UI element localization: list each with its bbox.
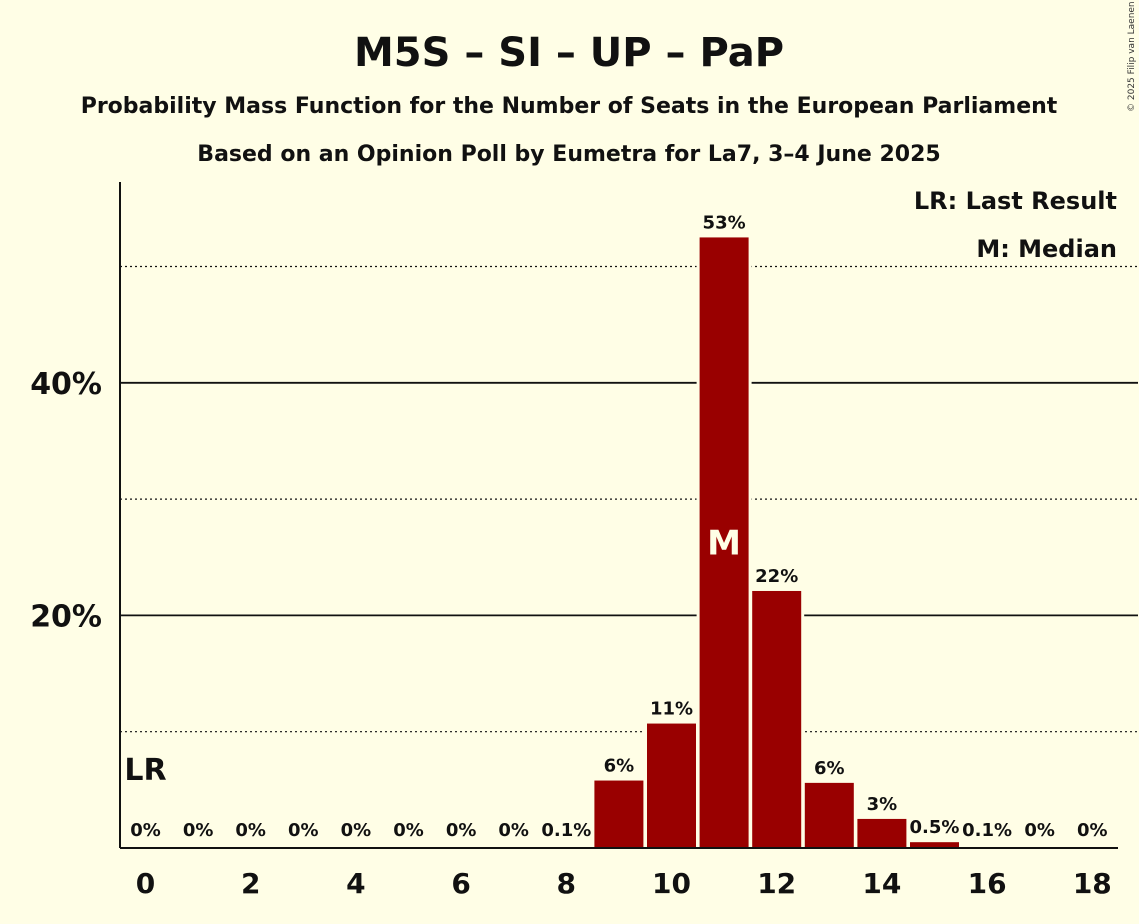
- median-marker: M: [707, 524, 741, 564]
- data-label-seat-10: 11%: [650, 699, 693, 720]
- axes: 20% 40% 0 2 4 6 8 10 12 14 16 18: [30, 182, 1118, 900]
- x-tick-label: 6: [451, 867, 470, 900]
- data-label-seat-16: 0.1%: [962, 820, 1012, 841]
- bar-seat-14: [857, 818, 907, 848]
- x-tick-label: 18: [1073, 867, 1112, 900]
- data-labels: 0% 0% 0% 0% 0% 0% 0% 0% 0.1%6%11%53%22%6%3%0.5% 0…: [124, 212, 1107, 841]
- data-label-seat-4: 0%: [341, 820, 372, 841]
- y-tick-label: 40%: [30, 367, 102, 402]
- data-label-seat-2: 0%: [235, 820, 266, 841]
- data-label-seat-12: 22%: [755, 566, 798, 587]
- bar-seat-9: [594, 780, 644, 848]
- last-result-marker: LR: [124, 753, 166, 788]
- data-label-seat-9: 6%: [604, 756, 635, 777]
- data-label-seat-11: 53%: [703, 212, 746, 233]
- x-tick-label: 8: [557, 867, 576, 900]
- data-label-seat-14: 3%: [867, 794, 898, 815]
- bar-seat-10: [647, 723, 696, 848]
- bars: [591, 234, 962, 849]
- data-label-seat-15: 0.5%: [910, 817, 960, 838]
- gridlines: [120, 265, 1138, 733]
- bar-seat-12: [752, 590, 802, 848]
- data-label-seat-0: 0%: [130, 820, 161, 841]
- data-label-seat-8: 0.1%: [541, 820, 591, 841]
- data-label-seat-13: 6%: [814, 758, 845, 779]
- chart-subtitle-1: Probability Mass Function for the Number…: [81, 94, 1058, 119]
- x-tick-label: 0: [136, 867, 155, 900]
- data-label-seat-6: 0%: [446, 820, 477, 841]
- data-label-seat-1: 0%: [183, 820, 214, 841]
- x-tick-label: 12: [757, 867, 796, 900]
- data-label-seat-17: 0%: [1024, 820, 1055, 841]
- x-tick-label: 16: [968, 867, 1007, 900]
- legend-median: M: Median: [976, 235, 1117, 263]
- data-label-seat-18: 0%: [1077, 820, 1108, 841]
- legend-last-result: LR: Last Result: [914, 187, 1117, 215]
- x-tick-label: 4: [346, 867, 365, 900]
- copyright-note: © 2025 Filip van Laenen: [1127, 1, 1137, 112]
- bar-seat-11: [699, 237, 749, 849]
- chart-title: M5S – SI – UP – PaP: [354, 30, 784, 76]
- data-label-seat-5: 0%: [393, 820, 424, 841]
- bar-seat-15: [910, 842, 959, 848]
- x-tick-label: 14: [862, 867, 901, 900]
- y-tick-label: 20%: [30, 599, 102, 634]
- x-tick-label: 2: [241, 867, 260, 900]
- chart-subtitle-2: Based on an Opinion Poll by Eumetra for …: [197, 142, 940, 167]
- data-label-seat-7: 0%: [498, 820, 529, 841]
- data-label-seat-3: 0%: [288, 820, 319, 841]
- x-tick-label: 10: [652, 867, 691, 900]
- bar-seat-13: [804, 782, 854, 848]
